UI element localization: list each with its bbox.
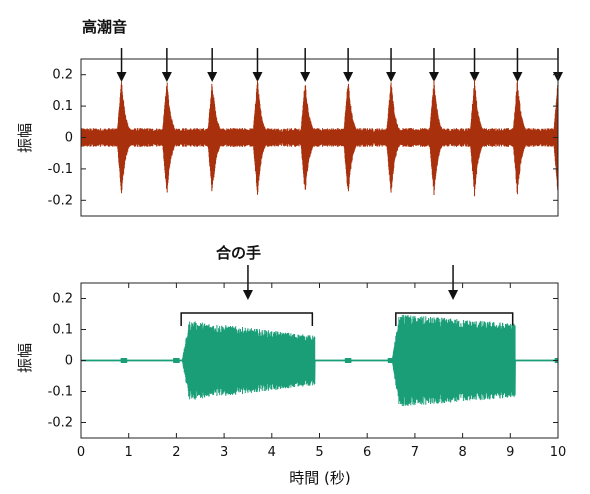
x-tick-label: 0 <box>77 445 85 460</box>
bottom-y-tick-label: 0 <box>65 354 73 369</box>
top-y-axis-label: 振幅 <box>16 123 34 153</box>
top-arrow-head <box>512 72 523 82</box>
x-tick-label: 1 <box>125 445 133 460</box>
x-tick-label: 6 <box>363 445 371 460</box>
x-tick-label: 3 <box>220 445 228 460</box>
top-y-tick-label: -0.1 <box>48 162 73 177</box>
top-arrow-head <box>428 72 439 82</box>
bottom-annotation: 合の手 <box>215 244 261 262</box>
top-waveform <box>80 78 559 197</box>
x-tick-label: 8 <box>458 445 466 460</box>
x-tick-label: 2 <box>172 445 180 460</box>
bottom-y-ticks: 0.2 0.1 0 -0.1 -0.2 <box>48 292 558 431</box>
top-y-tick-label: 0.2 <box>52 68 73 83</box>
bottom-waveform <box>80 314 559 407</box>
top-y-tick-label: 0.1 <box>52 99 73 114</box>
top-arrow-head <box>469 72 480 82</box>
top-arrows <box>116 48 563 82</box>
top-y-tick-label: 0 <box>65 131 73 146</box>
top-arrow-head <box>300 72 311 82</box>
bottom-brackets <box>180 265 514 326</box>
top-y-tick-label: -0.2 <box>48 193 73 208</box>
top-arrow-head <box>343 72 354 82</box>
bracket <box>395 312 514 326</box>
bottom-y-tick-label: -0.2 <box>48 416 73 431</box>
x-tick-label: 4 <box>268 445 276 460</box>
top-arrow-head <box>386 72 397 82</box>
bottom-y-tick-label: 0.2 <box>52 292 73 307</box>
top-y-ticks: 0.2 0.1 0 -0.1 -0.2 <box>48 68 558 208</box>
bottom-x-ticks: 0 1 2 3 4 5 6 7 8 9 10 <box>77 283 566 460</box>
x-tick-label: 9 <box>506 445 514 460</box>
x-axis-label: 時間 (秒) <box>289 469 350 487</box>
top-arrow-head <box>161 72 172 82</box>
bottom-chart-panel: 合の手 0.2 0.1 0 -0.1 -0.2 0 1 2 3 4 5 6 7 8 9 10 振幅 時間 (… <box>16 244 566 487</box>
top-arrow-head <box>207 72 218 82</box>
bottom-arrow-head <box>448 290 459 300</box>
bottom-arrow-head <box>242 290 253 300</box>
bottom-y-axis-label: 振幅 <box>16 343 34 373</box>
top-waveform-path <box>80 78 559 197</box>
x-tick-label: 10 <box>550 445 567 460</box>
x-tick-label: 5 <box>315 445 323 460</box>
top-annotation: 高潮音 <box>82 18 127 36</box>
x-tick-label: 7 <box>411 445 419 460</box>
bottom-y-tick-label: -0.1 <box>48 385 73 400</box>
top-arrow-head <box>252 72 263 82</box>
bracket <box>180 312 314 326</box>
top-chart-panel: 高潮音 0.2 0.1 0 -0.1 -0.2 振幅 <box>16 18 563 217</box>
top-arrow-head <box>116 72 127 82</box>
bottom-y-tick-label: 0.1 <box>52 323 73 338</box>
